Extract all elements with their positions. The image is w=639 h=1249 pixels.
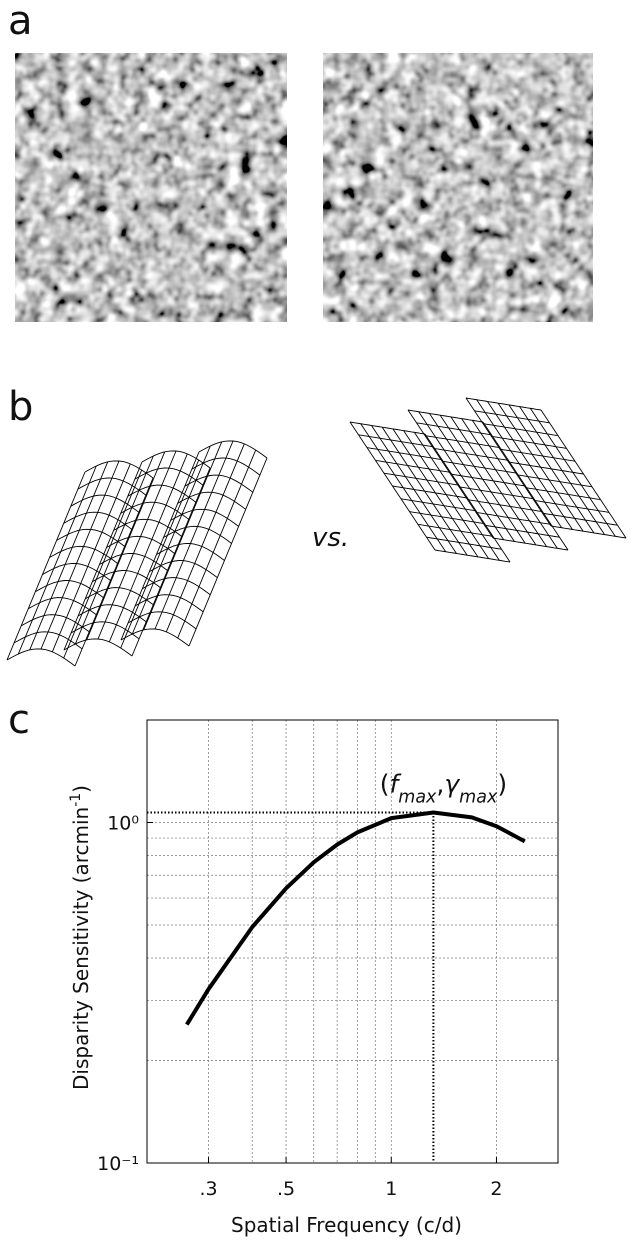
mesh-line [120, 459, 200, 649]
mesh-line [450, 473, 526, 487]
mesh-line [533, 499, 610, 513]
x-tick-label: .3 [199, 1178, 217, 1200]
mesh-line [441, 460, 518, 474]
mesh-line [63, 511, 132, 530]
mesh-line [542, 512, 618, 526]
x-tick-label: 1 [385, 1178, 397, 1200]
mesh-line [349, 421, 426, 435]
noise-image [323, 53, 593, 322]
mesh-line [383, 472, 460, 486]
panel-label: b [8, 384, 33, 430]
mesh-line [198, 440, 268, 459]
mesh-line [499, 448, 576, 462]
mesh-line [407, 409, 484, 423]
mesh-line [97, 450, 177, 640]
mesh-line [6, 471, 86, 661]
mesh-line [475, 511, 552, 525]
mesh-line [56, 528, 125, 547]
mesh-line [416, 422, 492, 436]
x-tick-label: 2 [490, 1178, 502, 1200]
mesh-line [29, 461, 109, 651]
mesh-line [108, 453, 188, 643]
mesh-line [516, 474, 593, 488]
vs-label: vs. [312, 523, 349, 553]
mesh-line [20, 614, 90, 633]
mesh-line [424, 435, 501, 449]
y-tick-label: 10⁻¹ [97, 1153, 139, 1175]
mesh-line [434, 549, 511, 563]
mesh-line [188, 457, 268, 647]
mesh-line [28, 597, 97, 616]
annotation: (fmax,γmax) [380, 769, 507, 807]
annotation-part: max [398, 787, 437, 807]
y-axis-label-part: Disparity Sensitivity (arcmin [69, 807, 93, 1090]
mesh-line [465, 397, 542, 411]
mesh-line [474, 410, 550, 424]
mesh-line [63, 638, 133, 657]
mesh-line [366, 447, 443, 461]
mesh-line [491, 435, 567, 449]
annotation-part: , [436, 769, 444, 798]
mesh-line [143, 441, 223, 631]
mesh-line [17, 465, 97, 655]
mesh-line [74, 477, 154, 667]
mesh-line [492, 537, 569, 551]
surface-meshes [6, 397, 627, 667]
mesh-line [77, 477, 147, 496]
mesh-line [131, 445, 211, 635]
mesh-line [392, 485, 468, 499]
x-tick-label: .5 [277, 1178, 295, 1200]
mesh-line [141, 450, 211, 469]
mesh-line [35, 580, 104, 598]
mesh-line [177, 449, 257, 639]
mesh-line [482, 423, 559, 437]
annotation-part: max [459, 787, 498, 807]
mesh-line [51, 463, 131, 653]
mesh-line [467, 499, 543, 513]
y-axis-label: Disparity Sensitivity (arcmin-1) [68, 785, 93, 1090]
mesh-line [131, 467, 211, 657]
mesh-line [120, 628, 190, 647]
mesh-line [120, 451, 200, 641]
mesh-line [550, 525, 627, 539]
annotation-part: γ [444, 769, 460, 798]
mesh-line [154, 440, 234, 630]
mesh-line [400, 498, 477, 512]
panel-label: c [8, 697, 30, 743]
y-axis-label-part: -1 [68, 793, 84, 807]
mesh-line [375, 459, 451, 473]
y-tick-label: 10⁰ [107, 813, 139, 835]
mesh-line [42, 562, 111, 581]
mesh-line [426, 536, 502, 550]
mesh-line [74, 455, 154, 645]
x-axis-label: Spatial Frequency (c/d) [231, 1213, 462, 1237]
mesh-line [40, 460, 120, 650]
mesh-line [63, 469, 143, 659]
mesh-line [409, 511, 485, 525]
mesh-line [84, 460, 154, 479]
noise-image [15, 53, 287, 322]
mesh-line [484, 524, 560, 538]
mesh-line [508, 461, 584, 475]
mesh-line [70, 494, 140, 513]
panel-label: a [8, 0, 33, 44]
annotation-part: ) [497, 769, 507, 798]
annotation-part: ( [380, 769, 390, 798]
y-axis-label-part: ) [69, 785, 93, 793]
plot-frame [146, 719, 559, 1164]
mesh-line [13, 631, 83, 650]
mesh-line [165, 443, 245, 633]
mesh-line [417, 523, 494, 537]
mesh-line [6, 648, 76, 667]
mesh-line [525, 487, 601, 501]
mesh-line [86, 451, 166, 641]
mesh-line [63, 461, 143, 651]
data-line [185, 810, 526, 1026]
mesh-line [49, 545, 118, 564]
mesh-line [433, 447, 509, 461]
mesh-line [358, 434, 434, 448]
mesh-line [458, 486, 535, 500]
